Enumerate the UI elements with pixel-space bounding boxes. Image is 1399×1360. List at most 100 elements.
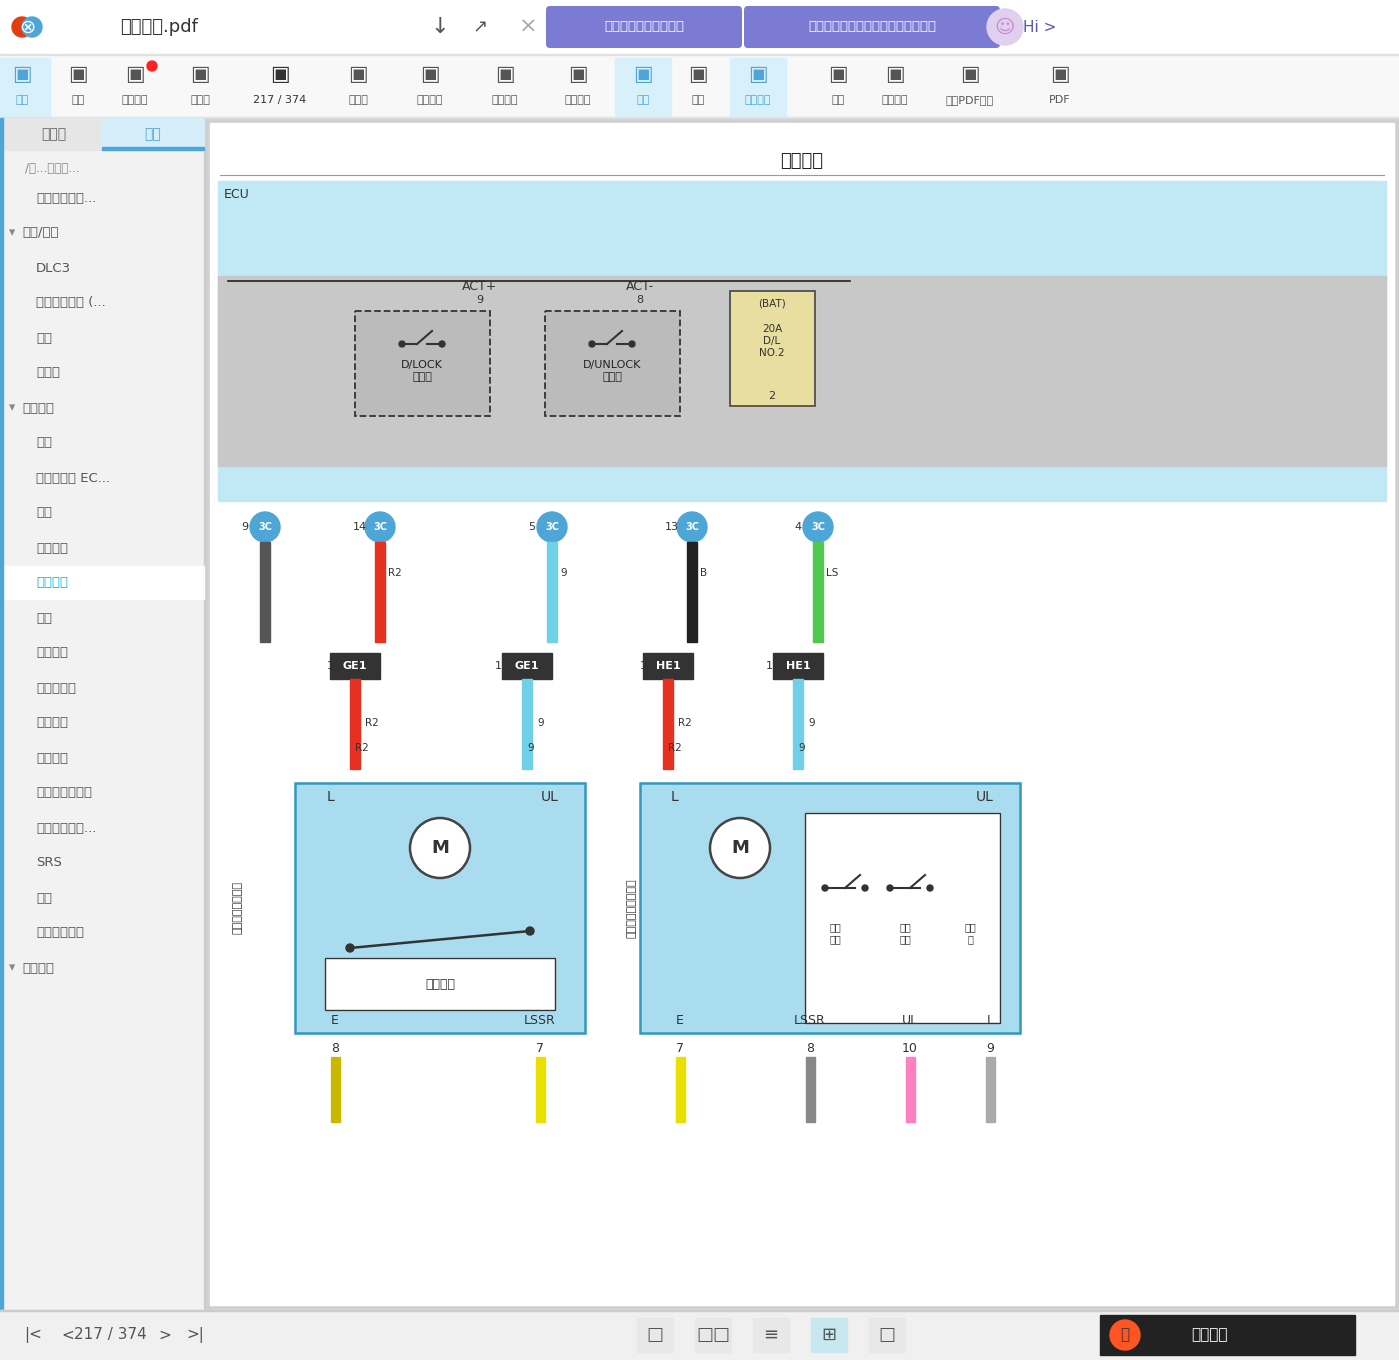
Text: ▣: ▣ — [69, 64, 88, 84]
Text: 9: 9 — [477, 295, 484, 305]
Bar — [0, 56, 1399, 118]
Bar — [986, 1057, 995, 1122]
Text: B: B — [700, 568, 706, 578]
Bar — [774, 653, 823, 679]
Text: 1: 1 — [639, 661, 646, 670]
Bar — [536, 1057, 546, 1122]
Text: ACT-: ACT- — [625, 280, 655, 292]
Text: D/LOCK
继电器: D/LOCK 继电器 — [402, 360, 443, 382]
Text: 3C: 3C — [546, 522, 560, 532]
Circle shape — [823, 885, 828, 891]
Text: R2: R2 — [355, 743, 369, 753]
Bar — [0, 1310, 1399, 1360]
Text: R2: R2 — [667, 743, 681, 753]
Bar — [804, 813, 1000, 1023]
Text: 适合宽度: 适合宽度 — [492, 95, 518, 105]
Text: ▣: ▣ — [190, 64, 210, 84]
Text: 适合页面: 适合页面 — [565, 95, 592, 105]
Text: 截图识字: 截图识字 — [881, 95, 908, 105]
Text: 电源/网络: 电源/网络 — [22, 227, 59, 239]
Text: L: L — [986, 1015, 993, 1028]
Text: 实际大小: 实际大小 — [417, 95, 443, 105]
Circle shape — [887, 885, 893, 891]
Text: □□: □□ — [695, 1326, 730, 1344]
Text: R2: R2 — [365, 718, 379, 728]
Text: 下一页: 下一页 — [348, 95, 368, 105]
Bar — [753, 1318, 789, 1352]
Bar — [813, 543, 823, 642]
Text: 电源插座: 电源插座 — [36, 717, 69, 729]
Text: 照明: 照明 — [36, 612, 52, 624]
Text: UL: UL — [977, 790, 993, 804]
Bar — [206, 118, 1399, 1310]
Bar — [676, 1057, 686, 1122]
Bar — [811, 1318, 846, 1352]
Bar — [663, 679, 673, 768]
Text: ⊗: ⊗ — [18, 18, 35, 37]
Text: 8: 8 — [637, 295, 644, 305]
Text: M: M — [431, 839, 449, 857]
Text: ▣: ▣ — [688, 64, 708, 84]
Text: HE1: HE1 — [786, 661, 810, 670]
Text: SRS: SRS — [36, 857, 62, 869]
Text: 停机系统: 停机系统 — [36, 646, 69, 660]
Circle shape — [630, 341, 635, 347]
Text: 打印: 打印 — [71, 95, 84, 105]
Bar — [547, 543, 557, 642]
Text: ↗: ↗ — [473, 18, 488, 35]
Text: 2: 2 — [768, 392, 775, 401]
Text: 汽修帮手: 汽修帮手 — [1192, 1327, 1228, 1342]
Text: 帮我打开文字提取工具: 帮我打开文字提取工具 — [604, 20, 684, 34]
Bar — [375, 543, 385, 642]
Text: ≡: ≡ — [764, 1326, 779, 1344]
Text: 目录: 目录 — [15, 95, 28, 105]
Circle shape — [410, 817, 470, 879]
Text: M: M — [732, 839, 748, 857]
Text: 查找: 查找 — [831, 95, 845, 105]
Bar — [102, 147, 204, 150]
Text: <: < — [62, 1327, 74, 1342]
Text: ▣: ▣ — [568, 64, 588, 84]
Circle shape — [928, 885, 933, 891]
Text: DLC3: DLC3 — [36, 261, 71, 275]
Text: UL: UL — [541, 790, 560, 804]
Bar — [355, 311, 490, 416]
Text: 车辆外饰: 车辆外饰 — [22, 962, 55, 975]
Circle shape — [13, 18, 32, 37]
Bar — [325, 957, 555, 1010]
Bar — [695, 1318, 732, 1352]
Text: ☺: ☺ — [995, 18, 1016, 37]
Bar — [102, 118, 204, 150]
Bar — [218, 276, 1386, 466]
Circle shape — [537, 511, 567, 543]
Text: 217 / 374: 217 / 374 — [74, 1327, 147, 1342]
Text: 4: 4 — [795, 522, 802, 532]
Bar — [730, 291, 816, 407]
Text: 8: 8 — [332, 1043, 339, 1055]
Text: ▣: ▣ — [634, 64, 653, 84]
Text: 顶锁
锁锁: 顶锁 锁锁 — [830, 922, 841, 944]
Text: ▣: ▣ — [828, 64, 848, 84]
Text: 9: 9 — [527, 743, 533, 753]
Circle shape — [862, 885, 867, 891]
Bar — [325, 957, 555, 1010]
Bar — [295, 783, 585, 1034]
Text: 11: 11 — [495, 661, 509, 670]
Text: E: E — [676, 1015, 684, 1028]
Text: HE1: HE1 — [656, 661, 680, 670]
Text: 单页: 单页 — [637, 95, 649, 105]
Text: 11: 11 — [767, 661, 781, 670]
Text: LSSR: LSSR — [525, 1015, 555, 1028]
Bar — [730, 291, 816, 407]
Bar — [806, 1057, 816, 1122]
Text: Hi >: Hi > — [1023, 19, 1056, 34]
Bar — [639, 783, 1020, 1034]
Bar — [0, 118, 206, 1310]
Text: ▣: ▣ — [420, 64, 439, 84]
Text: 丰田驻车辅助...: 丰田驻车辅助... — [36, 192, 97, 204]
Text: 目录: 目录 — [144, 126, 161, 141]
Circle shape — [346, 944, 354, 952]
Text: 电源: 电源 — [36, 332, 52, 344]
Text: 防盗: 防盗 — [36, 892, 52, 904]
Text: 3C: 3C — [811, 522, 825, 532]
